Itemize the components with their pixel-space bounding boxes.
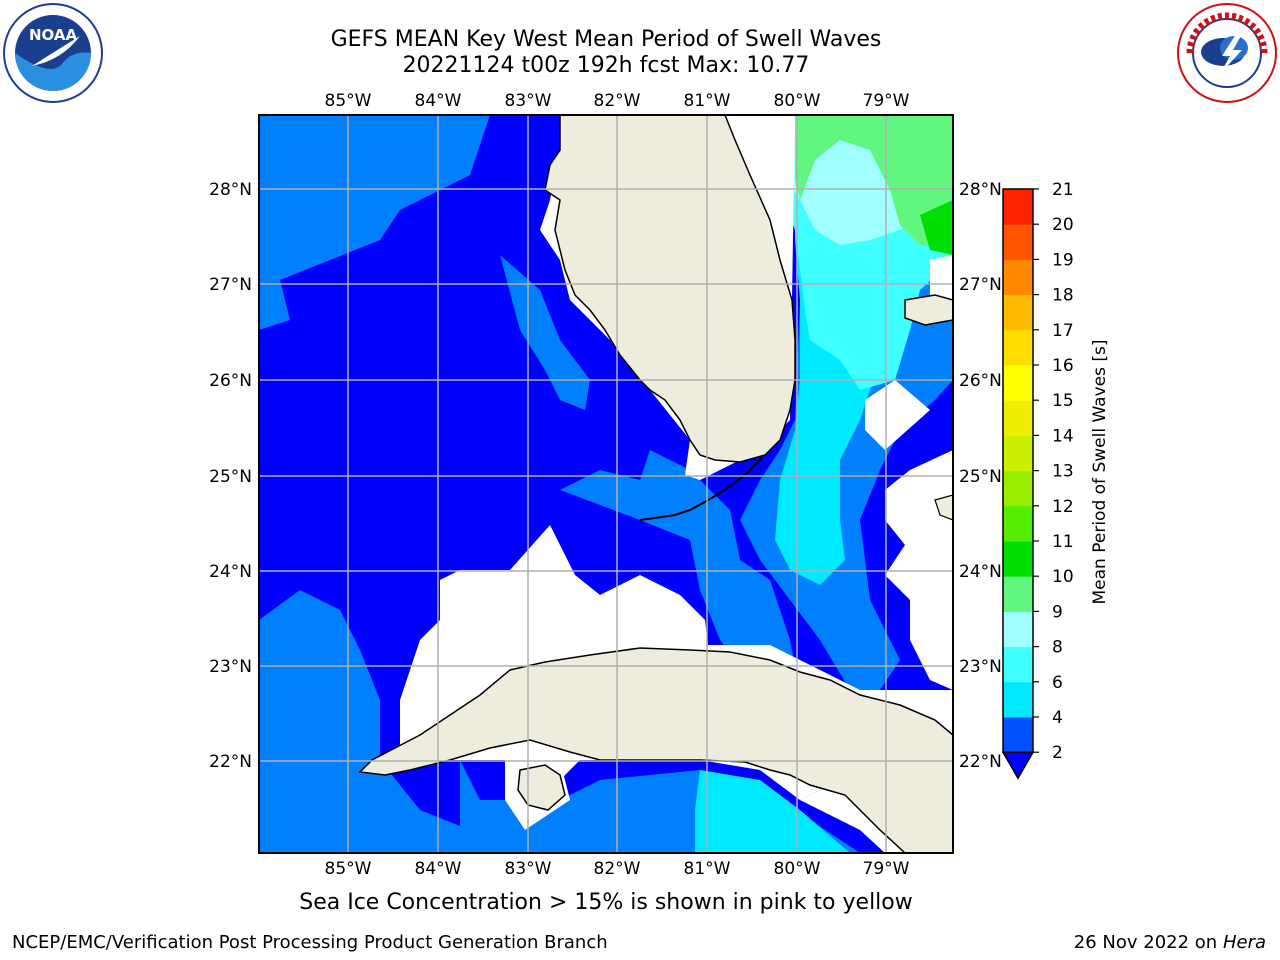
map-panel bbox=[259, 115, 953, 853]
swell-contour-west bbox=[259, 115, 490, 330]
lon-labels-top: 85°W 84°W 83°W 82°W 81°W 80°W 79°W bbox=[325, 91, 910, 111]
noaa-logo-text: NOAA bbox=[29, 26, 78, 44]
lat-labels-left: 28°N 27°N 26°N 25°N 24°N 23°N 22°N bbox=[209, 180, 252, 772]
colorbar-tick-label: 2 bbox=[1052, 743, 1063, 763]
credit-line: NCEP/EMC/Verification Post Processing Pr… bbox=[12, 932, 608, 953]
land-bahamas-south bbox=[934, 494, 953, 521]
lon-label: 82°W bbox=[594, 859, 641, 879]
sea-ice-footnote: Sea Ice Concentration > 15% is shown in … bbox=[299, 890, 913, 915]
land-florida bbox=[544, 115, 796, 463]
lat-label: 26°N bbox=[209, 371, 252, 391]
colorbar-segment bbox=[1003, 259, 1033, 296]
lon-label: 81°W bbox=[684, 91, 731, 111]
colorbar-segment bbox=[1003, 611, 1033, 648]
chart-title-line1: GEFS MEAN Key West Mean Period of Swell … bbox=[330, 27, 882, 52]
lon-labels-bottom: 85°W 84°W 83°W 82°W 81°W 80°W 79°W bbox=[325, 859, 910, 879]
colorbar-tick-label: 18 bbox=[1052, 286, 1074, 306]
swell-contour-cyan-south bbox=[695, 770, 850, 853]
colorbar-segment bbox=[1003, 365, 1033, 401]
colorbar-tick-label: 20 bbox=[1052, 215, 1074, 235]
lat-label: 22°N bbox=[959, 752, 1002, 772]
colorbar-tick-label: 8 bbox=[1052, 638, 1063, 658]
colorbar-tick-label: 15 bbox=[1052, 391, 1074, 411]
colorbar-tick-label: 4 bbox=[1052, 708, 1063, 728]
colorbar-tick-label: 11 bbox=[1052, 532, 1074, 552]
colorbar-extend-arrow bbox=[1001, 751, 1035, 780]
colorbar-tick-label: 16 bbox=[1052, 356, 1074, 376]
lat-label: 27°N bbox=[959, 275, 1002, 295]
lat-label: 24°N bbox=[209, 562, 252, 582]
lat-label: 28°N bbox=[959, 180, 1002, 200]
nws-logo bbox=[1177, 3, 1277, 103]
lon-label: 84°W bbox=[415, 859, 462, 879]
colorbar-segment bbox=[1003, 541, 1033, 577]
lon-label: 85°W bbox=[325, 91, 372, 111]
colorbar-tick-label: 12 bbox=[1052, 497, 1074, 517]
land-cuba bbox=[358, 647, 953, 853]
no-data-east bbox=[865, 380, 930, 450]
lat-label: 23°N bbox=[209, 657, 252, 677]
colorbar-segment bbox=[1003, 189, 1033, 225]
colorbar-tick-label: 6 bbox=[1052, 673, 1063, 693]
colorbar-tick-label: 10 bbox=[1052, 567, 1074, 587]
lon-label: 80°W bbox=[774, 859, 821, 879]
colorbar-tick-label: 13 bbox=[1052, 462, 1074, 482]
date-text: 26 Nov 2022 on bbox=[1073, 932, 1218, 953]
colorbar-segment bbox=[1003, 470, 1033, 507]
lon-label: 80°W bbox=[774, 91, 821, 111]
colorbar-segment bbox=[1003, 646, 1033, 683]
swell-contour-southwest bbox=[259, 590, 560, 853]
lon-label: 79°W bbox=[863, 859, 910, 879]
colorbar-tick-label: 17 bbox=[1052, 321, 1074, 341]
colorbar-segment bbox=[1003, 717, 1033, 753]
lon-label: 85°W bbox=[325, 859, 372, 879]
lon-label: 79°W bbox=[863, 91, 910, 111]
land-florida-keys bbox=[639, 457, 763, 521]
noaa-logo: NOAA bbox=[3, 3, 103, 103]
lat-label: 27°N bbox=[209, 275, 252, 295]
date-line: 26 Nov 2022 on Hera bbox=[1074, 932, 1266, 953]
lat-label: 26°N bbox=[959, 371, 1002, 391]
colorbar-tick-label: 9 bbox=[1052, 602, 1063, 622]
lon-label: 81°W bbox=[684, 859, 731, 879]
lon-label: 83°W bbox=[505, 91, 552, 111]
colorbar: 2 4 6 8 9 10 11 12 13 14 15 16 17 18 19 20 21 bbox=[1001, 180, 1074, 780]
colorbar-segment bbox=[1003, 505, 1033, 542]
swell-contour-darkgreen bbox=[920, 200, 953, 255]
map-frame bbox=[258, 114, 954, 854]
colorbar-label: Mean Period of Swell Waves [s] bbox=[1090, 340, 1110, 605]
chart-title-line2: 20221124 t00z 192h fcst Max: 10.77 bbox=[402, 53, 810, 78]
host-name: Hera bbox=[1222, 932, 1266, 953]
lon-label: 82°W bbox=[594, 91, 641, 111]
lat-label: 25°N bbox=[209, 467, 252, 487]
swell-contour-straits bbox=[560, 450, 800, 690]
swell-contour-green bbox=[795, 115, 953, 250]
lat-label: 22°N bbox=[209, 752, 252, 772]
lat-label: 23°N bbox=[959, 657, 1002, 677]
colorbar-segment bbox=[1003, 400, 1033, 436]
colorbar-segment bbox=[1003, 329, 1033, 366]
lat-label: 24°N bbox=[959, 562, 1002, 582]
colorbar-tick-label: 14 bbox=[1052, 426, 1074, 446]
lat-label: 28°N bbox=[209, 180, 252, 200]
colorbar-segment bbox=[1003, 576, 1033, 612]
colorbar-tick-label: 19 bbox=[1052, 250, 1074, 270]
colorbar-segment bbox=[1003, 435, 1033, 472]
lat-labels-right: 28°N 27°N 26°N 25°N 24°N 23°N 22°N bbox=[959, 180, 1002, 772]
lon-label: 83°W bbox=[505, 859, 552, 879]
colorbar-tick-label: 21 bbox=[1052, 180, 1074, 200]
land-bahamas bbox=[904, 294, 953, 326]
land-isla-juventud bbox=[517, 764, 566, 811]
colorbar-segment bbox=[1003, 294, 1033, 331]
lat-label: 25°N bbox=[959, 467, 1002, 487]
colorbar-segment bbox=[1003, 681, 1033, 718]
map-gridlines bbox=[259, 115, 953, 853]
swell-contour-gulf-coast bbox=[500, 255, 590, 410]
no-data-bahamas bbox=[885, 450, 953, 690]
lon-label: 84°W bbox=[415, 91, 462, 111]
colorbar-segment bbox=[1003, 224, 1033, 260]
